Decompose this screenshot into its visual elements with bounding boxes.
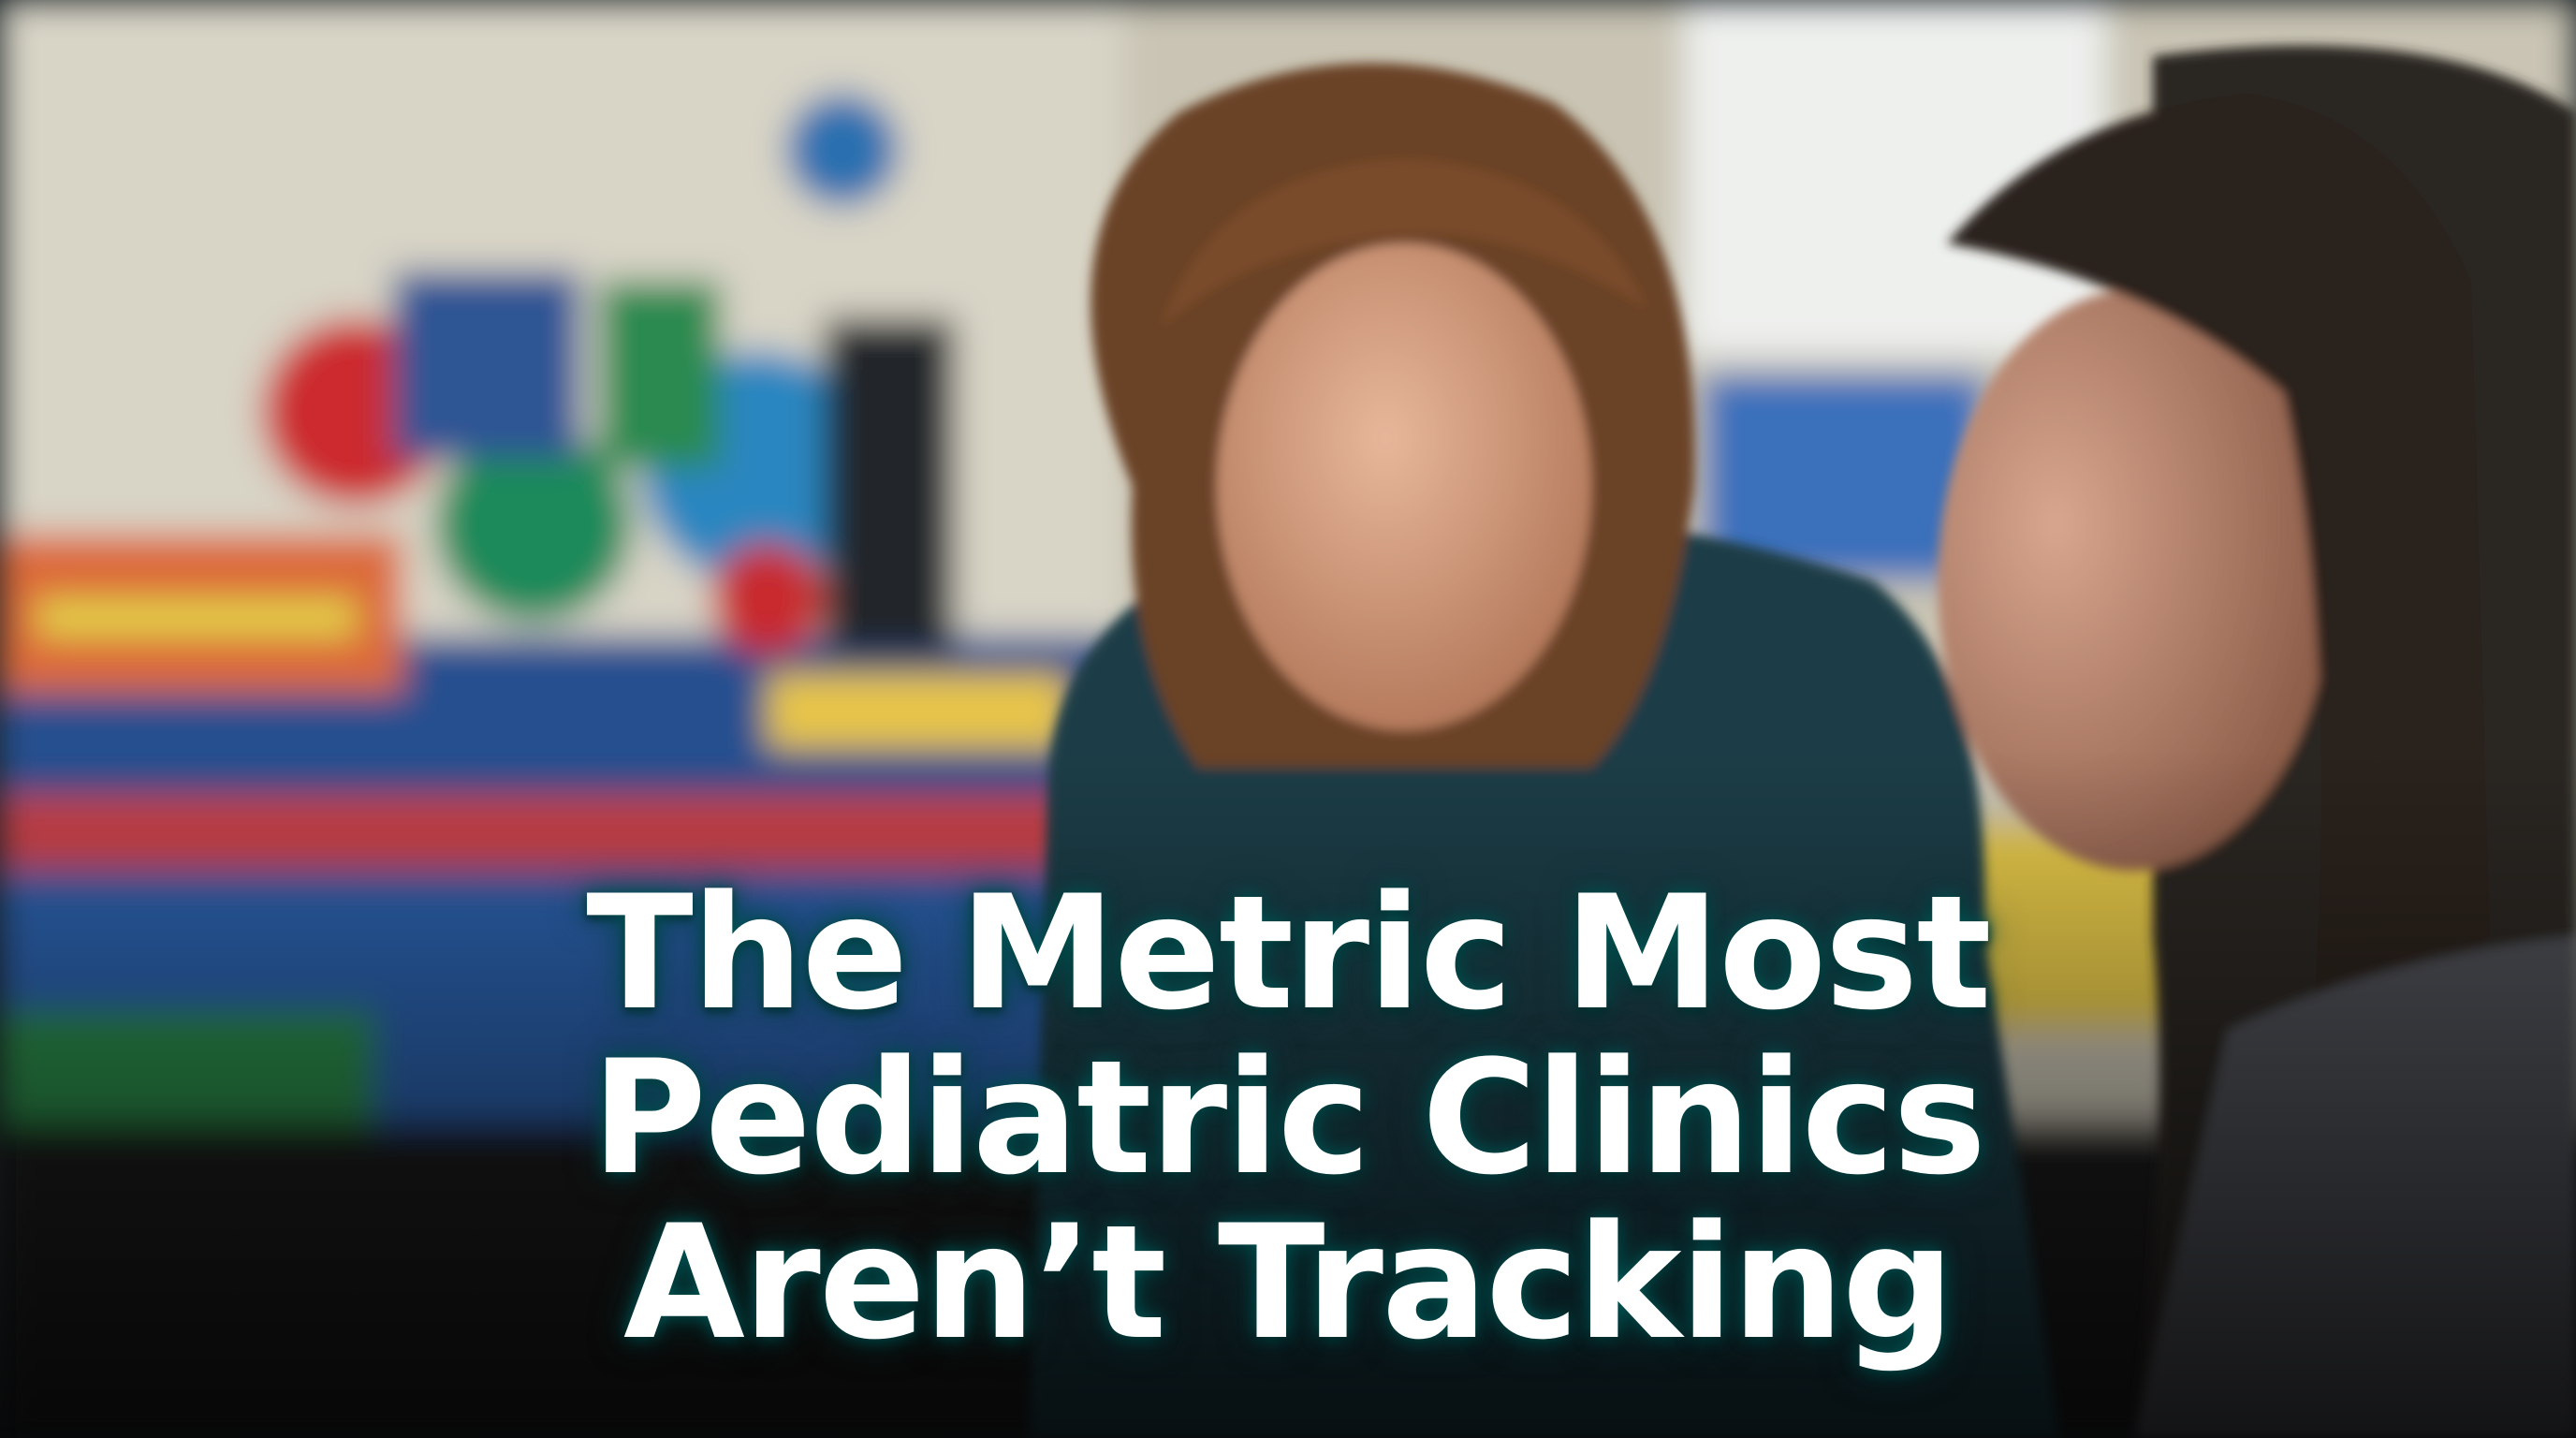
headline-line: Aren’t Tracking (622, 1191, 1954, 1374)
headline: The Metric Most Pediatric Clinics Aren’t… (0, 871, 2576, 1365)
headline-line: The Metric Most (586, 861, 1991, 1045)
headline-line: Pediatric Clinics (591, 1026, 1986, 1210)
